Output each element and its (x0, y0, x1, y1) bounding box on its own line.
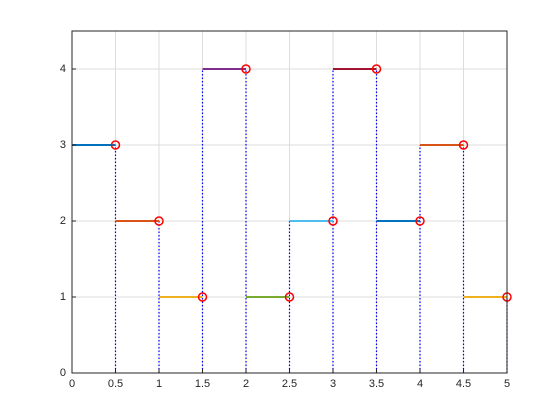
marker (458, 140, 469, 150)
x-tick-label: 0 (69, 378, 75, 390)
marker (415, 216, 425, 226)
x-tick-label: 2.5 (282, 378, 297, 390)
x-tick-label: 5 (504, 378, 510, 390)
x-tick-label: 1.5 (195, 378, 210, 390)
marker (371, 64, 382, 74)
x-tick-label: 2 (243, 378, 249, 390)
marker (197, 292, 208, 302)
x-tick-label: 3 (330, 378, 336, 390)
x-tick-label: 4 (417, 378, 423, 390)
y-tick-label: 3 (60, 139, 66, 151)
y-tick-label: 0 (60, 367, 66, 379)
marker (154, 216, 164, 226)
x-tick-label: 4.5 (456, 378, 471, 390)
y-tick-label: 4 (60, 63, 66, 75)
y-tick-label: 2 (60, 215, 66, 227)
marker (284, 292, 295, 302)
x-tick-label: 0.5 (108, 378, 123, 390)
x-tick-label: 3.5 (369, 378, 384, 390)
marker (328, 216, 338, 226)
marker (110, 140, 121, 150)
x-tick-label: 1 (156, 378, 162, 390)
marker (241, 64, 251, 74)
y-tick-label: 1 (60, 291, 66, 303)
